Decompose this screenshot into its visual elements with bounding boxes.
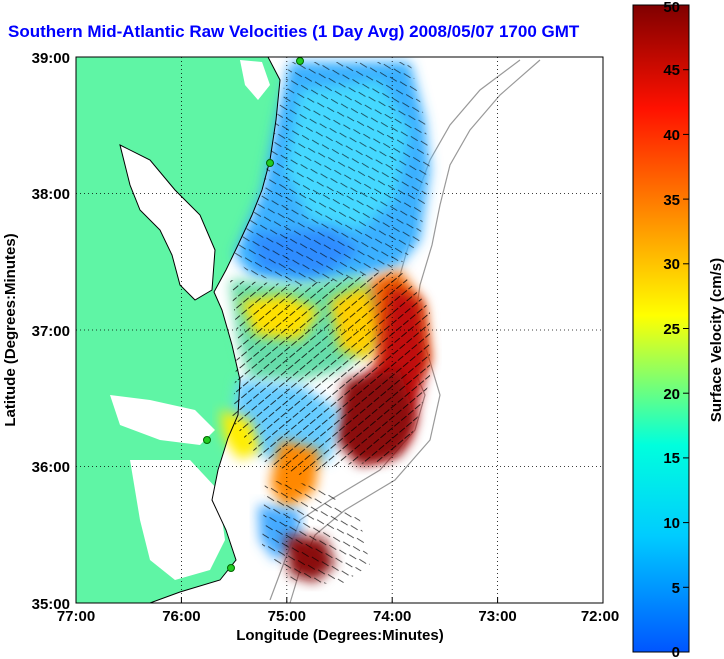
x-tick-label: 73:00: [478, 608, 516, 625]
colorbar-tick-label: 30: [663, 256, 680, 273]
colorbar: [632, 4, 690, 653]
chesapeake-bay: [120, 145, 215, 300]
map-title: Southern Mid-Atlantic Raw Velocities (1 …: [8, 22, 580, 41]
colorbar-title: Surface Velocity (cm/s): [708, 258, 724, 422]
colorbar-tick-labels: 0 5 10 15 20 25 30 35 40 45 50: [663, 0, 680, 659]
radar-station: [266, 159, 274, 167]
colorbar-tick-label: 5: [672, 580, 680, 597]
colorbar-tick-label: 40: [663, 127, 680, 144]
plot-frame: [75, 56, 604, 604]
x-tick-label: 77:00: [57, 608, 95, 625]
x-tick-label: 75:00: [268, 608, 306, 625]
colorbar-tick-label: 20: [663, 386, 680, 403]
velocity-vectors: [234, 62, 430, 285]
coastline: [149, 57, 281, 603]
delaware-bay: [240, 60, 270, 100]
radar-station: [227, 564, 235, 572]
x-tick-marks: [75, 597, 604, 603]
pamlico-sound: [130, 460, 225, 580]
colorbar-tick-label: 15: [663, 450, 680, 467]
y-axis-title: Latitude (Degrees:Minutes): [2, 233, 19, 426]
x-tick-label: 76:00: [162, 608, 200, 625]
coastline: [119, 144, 216, 301]
radar-station: [203, 436, 211, 444]
x-axis-title: Longitude (Degrees:Minutes): [236, 627, 444, 644]
y-tick-label: 36:00: [32, 459, 70, 476]
colorbar-tick-label: 45: [663, 62, 680, 79]
y-tick-label: 39:00: [32, 50, 70, 67]
x-tick-label: 72:00: [581, 608, 619, 625]
colorbar-tick-marks: [683, 69, 689, 588]
radar-station: [296, 57, 304, 65]
y-tick-label: 37:00: [32, 323, 70, 340]
albemarle-sound: [110, 395, 215, 445]
velocity-vectors: [262, 480, 370, 585]
y-tick-label: 38:00: [32, 186, 70, 203]
y-tick-label: 35:00: [32, 596, 70, 613]
colorbar-tick-label: 25: [663, 321, 680, 338]
colorbar-tick-label: 50: [663, 0, 680, 16]
grid-lines: [76, 57, 603, 603]
x-tick-label: 74:00: [373, 608, 411, 625]
colorbar-tick-label: 10: [663, 515, 680, 532]
colorbar-tick-label: 35: [663, 192, 680, 209]
velocity-vectors: [230, 270, 430, 475]
colorbar-tick-label: 0: [672, 644, 680, 659]
